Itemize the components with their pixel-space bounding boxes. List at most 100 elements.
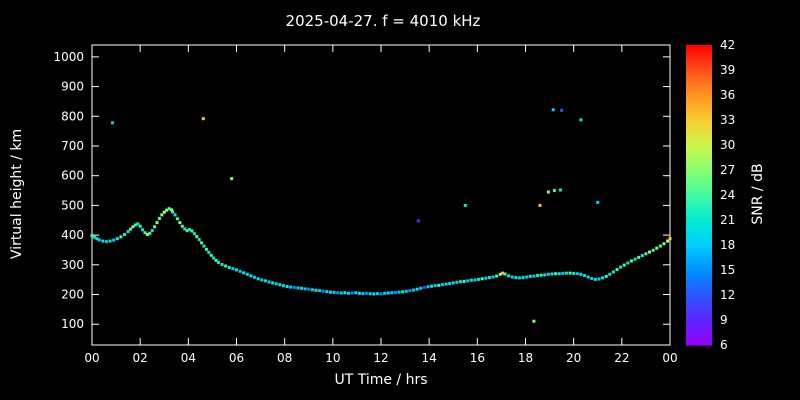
colorbar-strip xyxy=(686,115,712,119)
colorbar-strip xyxy=(686,295,712,299)
colorbar-strip xyxy=(686,222,712,226)
data-point xyxy=(552,189,556,193)
data-point xyxy=(440,283,444,287)
data-point xyxy=(231,267,235,271)
data-point xyxy=(227,265,231,269)
colorbar-strip xyxy=(686,322,712,326)
colorbar-strip xyxy=(686,340,712,344)
colorbar-strip xyxy=(686,275,712,279)
data-point xyxy=(207,250,211,254)
data-point xyxy=(200,241,204,245)
colorbar-strip xyxy=(686,242,712,246)
data-point xyxy=(514,276,518,280)
colorbar-strip xyxy=(686,157,712,161)
x-tick-label: 22 xyxy=(614,351,629,365)
data-point xyxy=(235,268,238,272)
data-point xyxy=(157,216,161,220)
data-point xyxy=(165,208,169,212)
colorbar-strip xyxy=(686,255,712,259)
data-point xyxy=(90,234,94,238)
data-point xyxy=(310,288,314,292)
data-point xyxy=(397,290,401,294)
data-point xyxy=(662,242,666,246)
data-point xyxy=(361,292,365,296)
data-point xyxy=(491,275,495,279)
colorbar-strip xyxy=(686,212,712,216)
colorbar-strip xyxy=(686,270,712,274)
data-point xyxy=(271,281,275,285)
data-point xyxy=(572,271,576,275)
colorbar-strip xyxy=(686,265,712,269)
colorbar-strip xyxy=(686,262,712,266)
colorbar-strip xyxy=(686,277,712,281)
data-point xyxy=(517,276,521,280)
colorbar-strip xyxy=(686,82,712,86)
data-point xyxy=(245,272,249,276)
data-point xyxy=(619,265,623,269)
colorbar-strip xyxy=(686,105,712,109)
colorbar-strip xyxy=(686,195,712,199)
colorbar-strip xyxy=(686,330,712,334)
data-point xyxy=(408,289,412,293)
data-point xyxy=(568,271,572,275)
colorbar-strip xyxy=(686,90,712,94)
data-point xyxy=(640,254,644,258)
data-point xyxy=(375,292,379,296)
data-point xyxy=(92,235,96,239)
colorbar-strip xyxy=(686,85,712,89)
data-point xyxy=(412,288,416,292)
data-point xyxy=(204,247,208,251)
colorbar-strip xyxy=(686,200,712,204)
data-point xyxy=(419,286,423,290)
colorbar-strip xyxy=(686,127,712,131)
data-point xyxy=(477,277,481,281)
colorbar-strip xyxy=(686,205,712,209)
data-point xyxy=(346,291,350,295)
data-point xyxy=(597,277,601,281)
data-point xyxy=(484,276,488,280)
colorbar-strip xyxy=(686,210,712,214)
chart-title: 2025-04-27. f = 4010 kHz xyxy=(285,12,481,30)
data-point xyxy=(579,272,583,276)
colorbar-strip xyxy=(686,72,712,76)
colorbar-tick-label: 27 xyxy=(720,163,735,177)
colorbar-strip xyxy=(686,312,712,316)
data-point xyxy=(372,292,376,296)
data-point xyxy=(267,280,271,284)
data-point xyxy=(536,273,540,277)
colorbar-label: SNR / dB xyxy=(750,163,766,225)
data-point xyxy=(561,271,565,275)
data-point xyxy=(658,244,662,248)
data-point xyxy=(532,274,536,278)
colorbar-strip xyxy=(686,97,712,101)
y-tick-label: 600 xyxy=(61,169,84,183)
data-point xyxy=(126,230,130,234)
colorbar-strip xyxy=(686,130,712,134)
colorbar-strip xyxy=(686,47,712,51)
y-tick-label: 900 xyxy=(61,80,84,94)
colorbar-strip xyxy=(686,247,712,251)
colorbar-tick-label: 15 xyxy=(720,263,735,277)
x-tick-label: 12 xyxy=(373,351,388,365)
x-tick-label: 16 xyxy=(470,351,485,365)
data-point xyxy=(637,255,641,259)
colorbar-strip xyxy=(686,325,712,329)
y-tick-label: 200 xyxy=(61,288,84,302)
colorbar-strip xyxy=(686,202,712,206)
colorbar-strip xyxy=(686,150,712,154)
colorbar-strip xyxy=(686,285,712,289)
data-point xyxy=(307,287,311,291)
data-point xyxy=(538,203,542,207)
data-point xyxy=(611,270,615,274)
data-point xyxy=(386,291,390,295)
colorbar-strip xyxy=(686,112,712,116)
colorbar-strip xyxy=(686,320,712,324)
colorbar-strip xyxy=(686,217,712,221)
data-point xyxy=(155,221,159,225)
data-point xyxy=(292,285,296,289)
data-point xyxy=(150,229,154,233)
x-tick-label: 02 xyxy=(133,351,148,365)
data-point xyxy=(171,210,175,214)
data-point xyxy=(462,279,466,283)
colorbar-strip xyxy=(686,315,712,319)
